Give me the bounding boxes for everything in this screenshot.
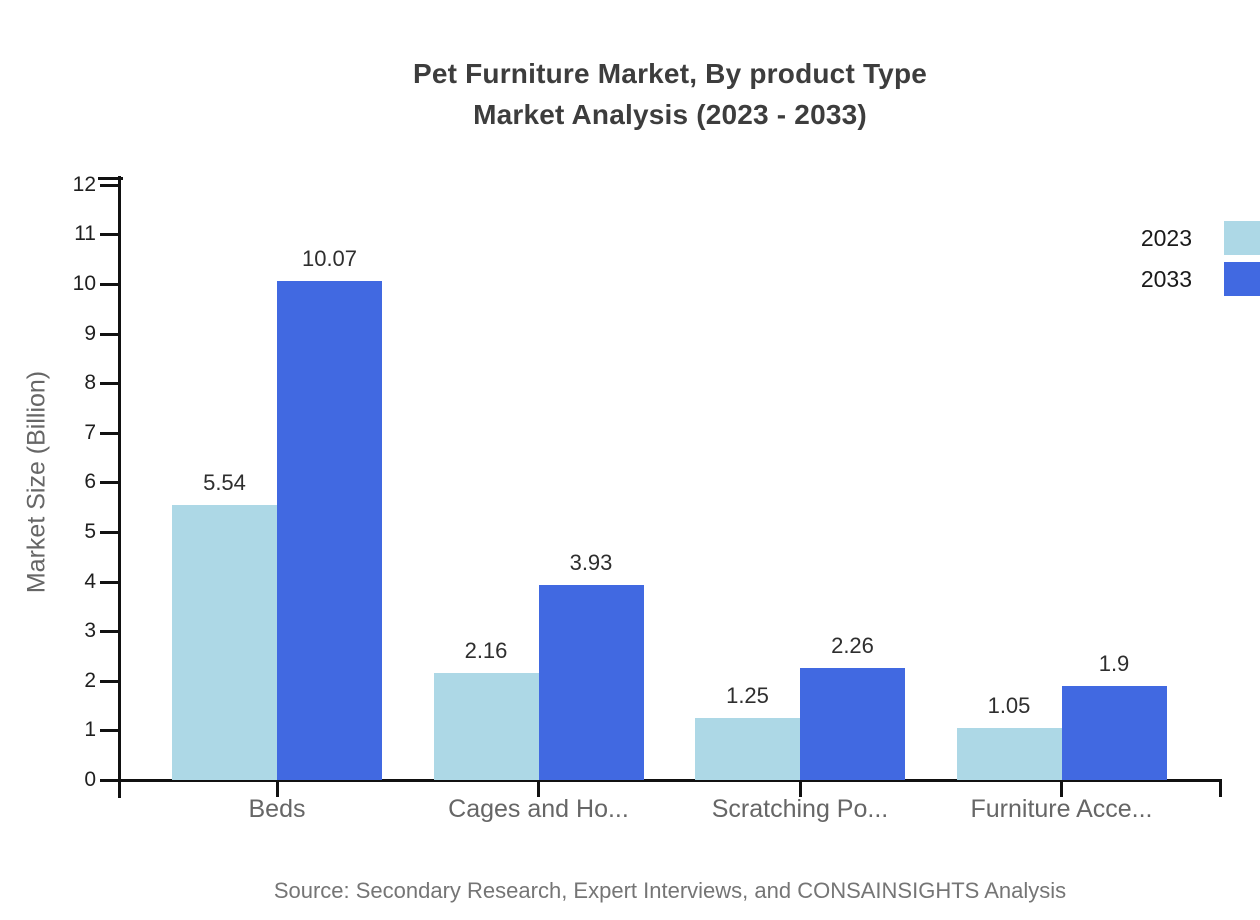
y-tick bbox=[100, 580, 118, 584]
legend-swatch bbox=[1224, 262, 1260, 296]
y-tick-label: 1 bbox=[84, 718, 96, 742]
y-tick-label: 7 bbox=[84, 420, 96, 444]
y-tick bbox=[100, 382, 118, 386]
legend-item-2033: 2033 bbox=[1100, 262, 1260, 296]
source-note: Source: Secondary Research, Expert Inter… bbox=[273, 878, 1067, 903]
chart-title-line1: Pet Furniture Market, By product Type bbox=[412, 58, 928, 89]
bar-value-label: 2.26 bbox=[831, 632, 874, 658]
y-tick bbox=[100, 481, 118, 485]
bar-2033-1 bbox=[538, 585, 644, 780]
y-tick-label: 9 bbox=[84, 321, 96, 345]
bar-value-label: 10.07 bbox=[301, 245, 358, 271]
y-tick bbox=[100, 679, 118, 683]
category-label-0: Beds bbox=[248, 795, 306, 823]
y-tick-label: 2 bbox=[84, 668, 96, 692]
y-tick-label: 4 bbox=[84, 569, 96, 593]
legend-label: 2033 bbox=[1140, 266, 1192, 292]
bar-value-label: 1.9 bbox=[1098, 650, 1130, 676]
x-axis-end-tick bbox=[1219, 780, 1222, 797]
x-tick bbox=[537, 780, 540, 797]
y-tick-label: 0 bbox=[84, 768, 96, 791]
y-tick bbox=[100, 431, 118, 435]
legend-label: 2023 bbox=[1140, 225, 1192, 251]
y-axis-line bbox=[118, 176, 121, 798]
bar-value-label: 1.05 bbox=[987, 692, 1031, 718]
category-label-2: Scratching Po... bbox=[711, 795, 889, 823]
y-tick-label: 6 bbox=[84, 470, 96, 494]
y-tick bbox=[100, 183, 118, 187]
y-axis-top-cap bbox=[98, 177, 123, 180]
bar-value-label: 2.16 bbox=[464, 637, 508, 663]
chart-title: Pet Furniture Market, By product Type Ma… bbox=[40, 53, 1260, 135]
y-tick-label: 12 bbox=[72, 172, 96, 196]
x-tick bbox=[798, 780, 802, 797]
legend-item-2023: 2023 bbox=[1100, 221, 1260, 255]
bar-value-label: 5.54 bbox=[203, 470, 246, 496]
bar-value-label: 1.25 bbox=[726, 683, 769, 708]
y-tick-label: 10 bbox=[72, 272, 96, 295]
x-tick bbox=[1060, 780, 1063, 797]
y-tick-label: 8 bbox=[84, 371, 96, 395]
y-tick-label: 11 bbox=[74, 222, 96, 246]
bar-2023-3 bbox=[956, 727, 1062, 780]
y-tick bbox=[100, 630, 118, 634]
category-label-1: Cages and Ho... bbox=[448, 795, 629, 823]
bar-2033-0 bbox=[277, 280, 382, 780]
y-tick bbox=[100, 233, 118, 237]
y-tick bbox=[100, 332, 118, 336]
bar-value-label: 3.93 bbox=[569, 550, 613, 576]
x-axis-line bbox=[100, 779, 1222, 782]
y-tick bbox=[100, 283, 118, 286]
category-label-3: Furniture Acce... bbox=[970, 795, 1153, 823]
x-tick bbox=[275, 780, 279, 797]
chart-title-line2: Market Analysis (2023 - 2033) bbox=[473, 99, 867, 130]
y-tick-label: 3 bbox=[84, 619, 96, 643]
legend-swatch bbox=[1224, 221, 1260, 255]
y-tick bbox=[100, 779, 118, 782]
bar-2033-3 bbox=[1061, 685, 1167, 780]
y-tick bbox=[100, 729, 118, 733]
bar-2033-2 bbox=[800, 667, 905, 780]
y-tick bbox=[100, 531, 118, 534]
bar-2023-0 bbox=[172, 505, 277, 780]
bar-2023-1 bbox=[433, 672, 539, 780]
y-tick-label: 5 bbox=[84, 520, 96, 543]
bar-2023-2 bbox=[695, 718, 800, 780]
